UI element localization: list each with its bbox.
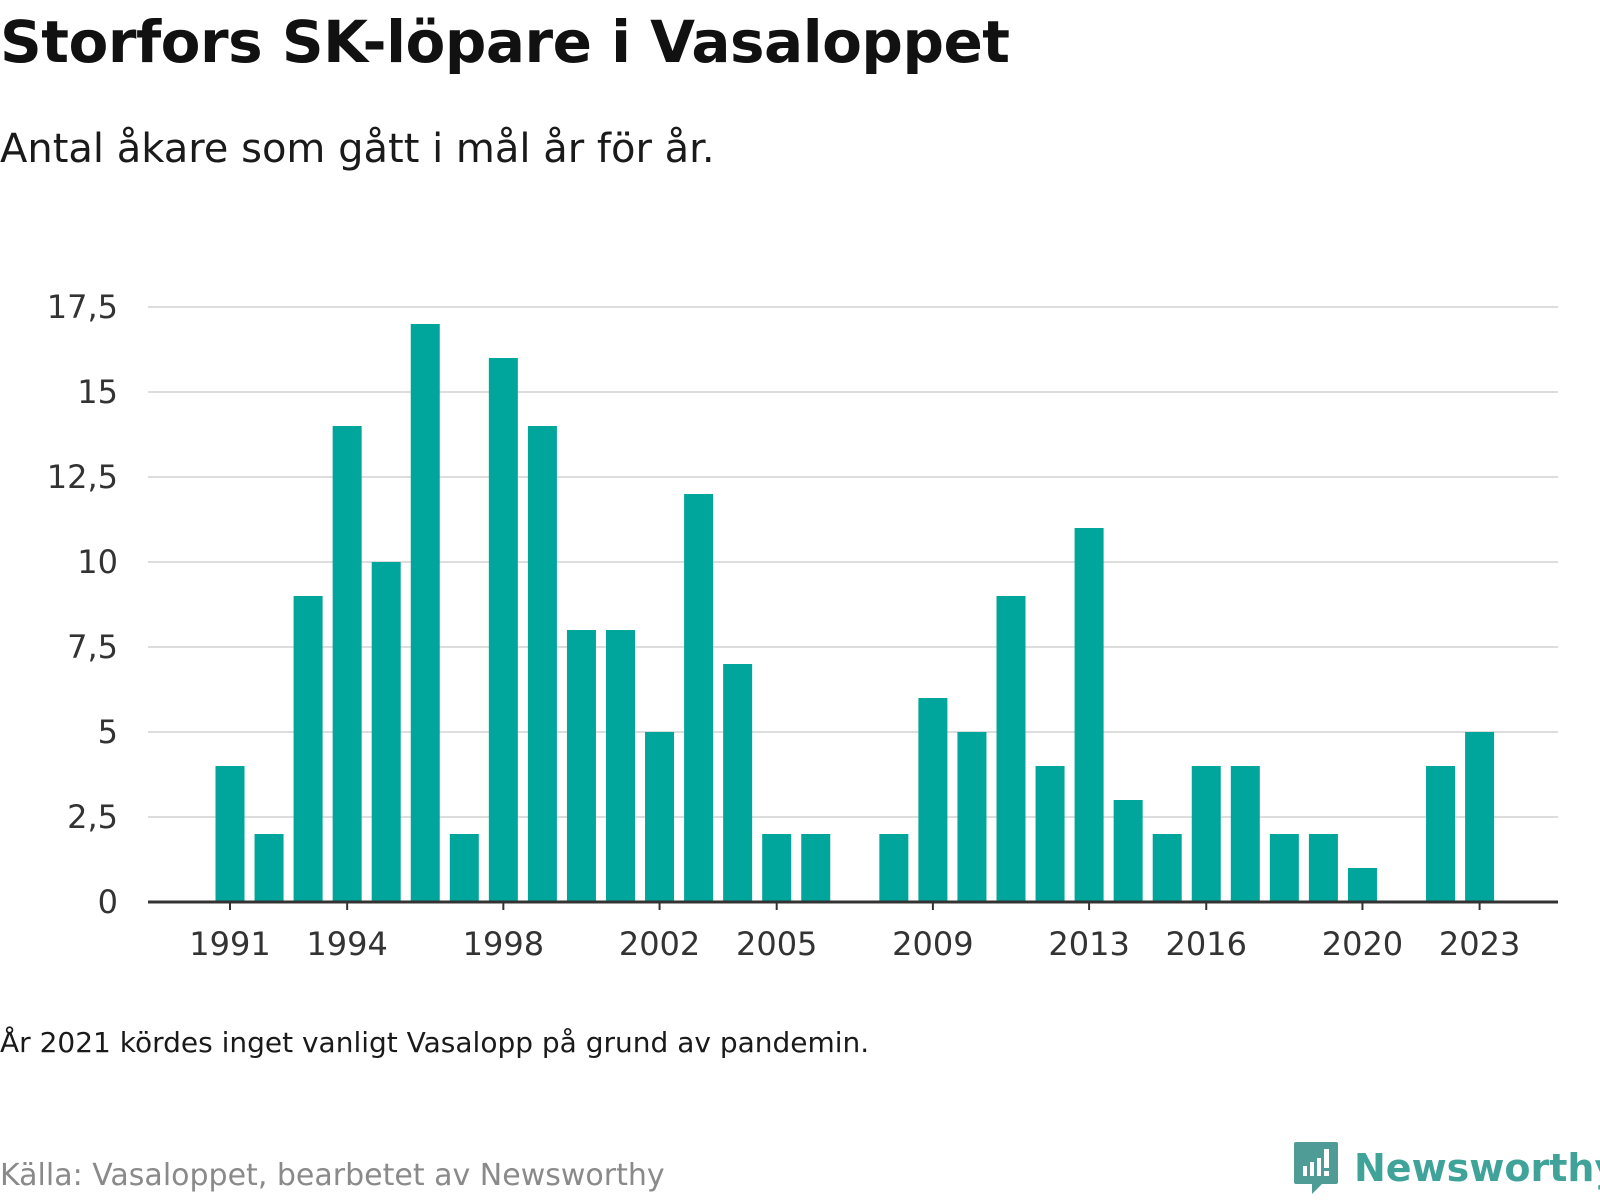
x-tick-label: 1994 — [306, 925, 387, 963]
bar-2002 — [645, 732, 675, 902]
x-tick-label: 1991 — [189, 925, 270, 963]
bar-2001 — [606, 630, 635, 902]
bar-1997 — [449, 834, 479, 902]
y-tick-labels: 0 2,5 5 7,5 10 12,5 15 17,5 — [47, 288, 118, 921]
y-tick-label: 0 — [98, 883, 118, 921]
bar-1993 — [293, 596, 323, 902]
y-tick-label: 7,5 — [67, 628, 118, 666]
chart-title: Storfors SK-löpare i Vasaloppet — [0, 8, 1010, 76]
bar-2009 — [918, 698, 948, 902]
bar-2013 — [1074, 528, 1104, 902]
x-tick-label: 1998 — [463, 925, 544, 963]
brand-logo: Newsworthy — [1292, 1140, 1600, 1196]
y-tick-label: 15 — [77, 373, 118, 411]
bar-1995 — [371, 562, 401, 902]
bar-2012 — [1035, 766, 1065, 902]
y-tick-label: 17,5 — [47, 288, 118, 326]
bar-1998 — [488, 358, 518, 902]
bar-1991 — [215, 766, 245, 902]
bar-1992 — [254, 834, 284, 902]
y-tick-label: 5 — [98, 713, 118, 751]
bar-2006 — [801, 834, 831, 902]
bar-2000 — [566, 630, 596, 902]
bar-2022 — [1426, 766, 1456, 902]
y-tick-label: 10 — [77, 543, 118, 581]
source-text: Källa: Vasaloppet, bearbetet av Newswort… — [0, 1158, 665, 1193]
bar-chart: 0 2,5 5 7,5 10 12,5 15 17,5 1991 1994 1998 2002 200… — [47, 288, 1558, 963]
bar-2011 — [996, 596, 1026, 902]
x-tick-label: 2002 — [619, 925, 700, 963]
x-tick-labels: 1991 1994 1998 2002 2005 2009 2013 2016 2020 2023 — [189, 925, 1520, 963]
bar-2017 — [1230, 766, 1260, 902]
bar-1996 — [410, 324, 440, 902]
bar-2003 — [684, 494, 714, 902]
bar-2008 — [879, 834, 909, 902]
bar-1999 — [527, 426, 557, 902]
bar-2020 — [1347, 868, 1377, 902]
y-tick-label: 2,5 — [67, 798, 118, 836]
newsworthy-logo-icon — [1294, 1142, 1338, 1194]
bar-1994 — [332, 426, 362, 902]
x-tick-label: 2020 — [1322, 925, 1403, 963]
chart-note: År 2021 kördes inget vanligt Vasalopp på… — [0, 1026, 870, 1059]
bar-2015 — [1152, 834, 1182, 902]
x-tick-label: 2023 — [1439, 925, 1520, 963]
x-tick-label: 2005 — [736, 925, 817, 963]
x-axis — [148, 900, 1558, 910]
bars — [215, 324, 1495, 902]
bar-2016 — [1191, 766, 1221, 902]
x-tick-label: 2009 — [892, 925, 973, 963]
chart-subtitle: Antal åkare som gått i mål år för år. — [0, 126, 715, 172]
x-tick-label: 2013 — [1048, 925, 1129, 963]
brand-name: Newsworthy — [1354, 1146, 1600, 1190]
bar-2019 — [1308, 834, 1338, 902]
bar-2018 — [1269, 834, 1299, 902]
bar-2004 — [723, 664, 753, 902]
bar-2014 — [1113, 800, 1143, 902]
y-tick-label: 12,5 — [47, 458, 118, 496]
bar-2010 — [957, 732, 987, 902]
bar-2005 — [762, 834, 792, 902]
bar-2023 — [1465, 732, 1495, 902]
x-tick-label: 2016 — [1166, 925, 1247, 963]
